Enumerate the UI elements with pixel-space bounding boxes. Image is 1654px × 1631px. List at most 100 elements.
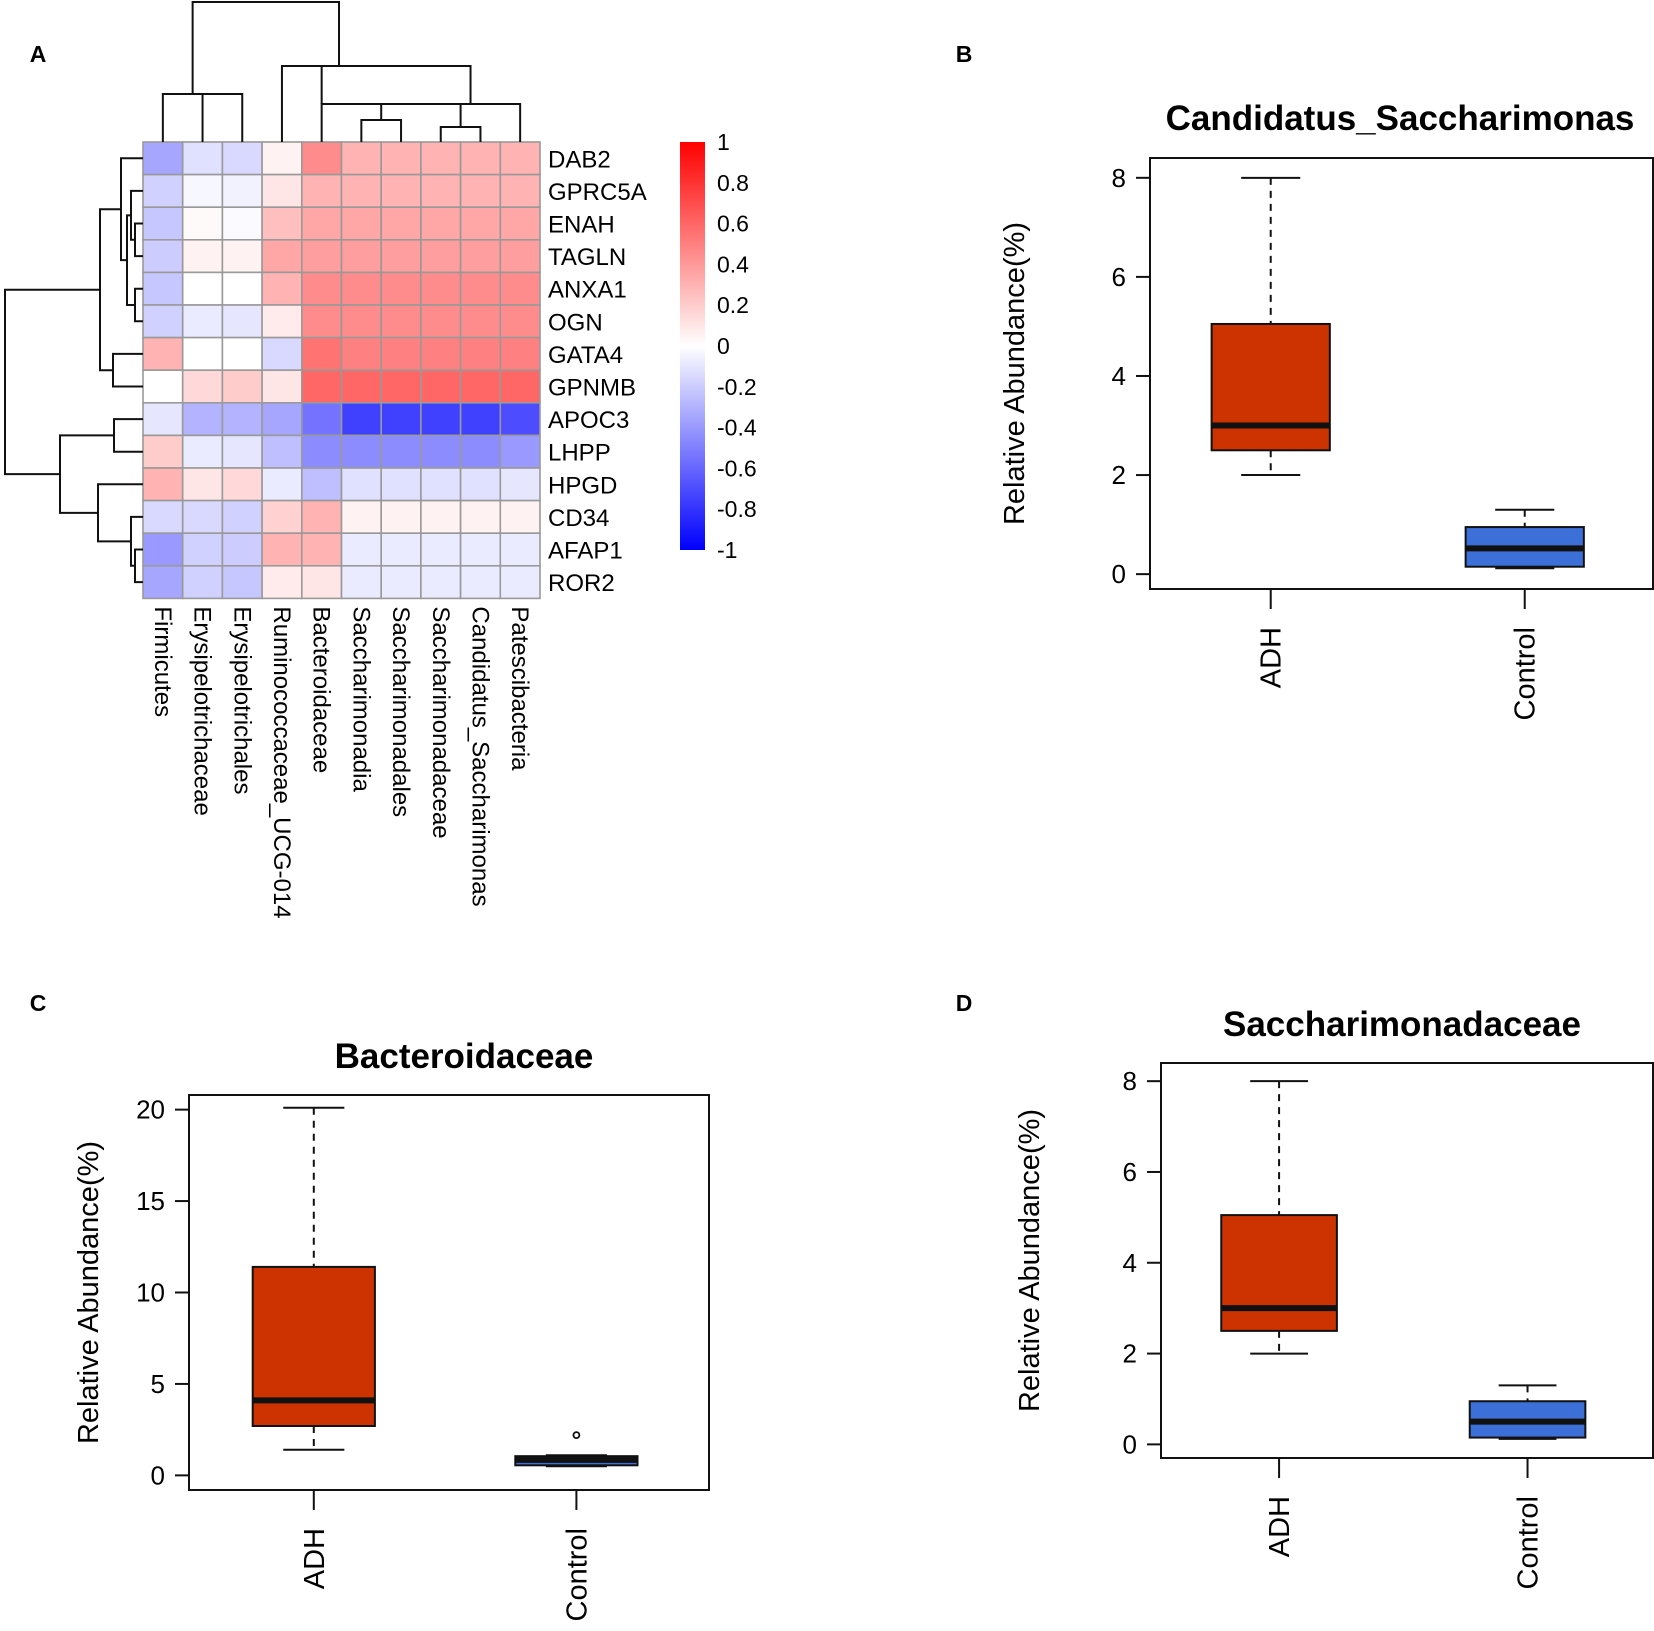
- column-label: Bacteroidaceae: [308, 606, 335, 773]
- heatmap-cell: [380, 369, 422, 404]
- heatmap-cell: [261, 304, 303, 339]
- heatmap-cell: [340, 239, 383, 274]
- heatmap-cell: [499, 499, 541, 535]
- colorbar-tick-label: 0.6: [717, 211, 749, 237]
- row-dendrogram-link: [113, 418, 143, 453]
- box-adh: [1210, 322, 1331, 452]
- heatmap-cell: [261, 173, 303, 209]
- heatmap-cell: [261, 467, 303, 502]
- heatmap-cell: [300, 434, 343, 469]
- column-dendrogram-link: [320, 65, 472, 104]
- column-label: Saccharimonadales: [387, 606, 414, 817]
- heatmap-cell: [142, 434, 184, 469]
- heatmap-cell: [499, 141, 541, 176]
- x-tick-label: ADH: [1256, 627, 1288, 688]
- heatmap-cell: [221, 532, 263, 567]
- heatmap-cell: [221, 434, 263, 469]
- colorbar-tick-label: -0.2: [717, 374, 757, 400]
- heatmap-cell: [261, 206, 303, 241]
- heatmap-cell: [459, 401, 502, 437]
- heatmap-cell: [499, 271, 541, 306]
- heatmap-cell: [300, 499, 343, 535]
- heatmap-cell: [380, 304, 422, 339]
- row-label: ENAH: [548, 212, 615, 239]
- x-tick-label: Control: [1510, 627, 1542, 721]
- heatmap-cell: [300, 401, 343, 437]
- heatmap-cell: [300, 141, 343, 176]
- y-axis-label: Relative Abundance(%): [73, 1141, 105, 1444]
- column-dendrogram-link: [439, 126, 482, 142]
- heatmap-cell: [420, 467, 462, 502]
- heatmap-cell: [459, 499, 502, 535]
- heatmap-panel-a: DAB2 GPRC5A ENAH TAGLN ANXA1 OGN GATA4 GPNMB APO…: [4, 1, 757, 919]
- heatmap-cell: [380, 532, 422, 567]
- panel-label-c: C: [30, 990, 47, 1016]
- row-dendrogram-link: [59, 434, 114, 514]
- outlier-point: [572, 1431, 581, 1440]
- heatmap-cell: [420, 434, 462, 469]
- row-label: GPRC5A: [548, 179, 647, 206]
- heatmap-cell: [380, 239, 422, 274]
- heatmap-cell: [181, 369, 224, 404]
- column-label: Candidatus_Saccharimonas: [466, 606, 493, 906]
- column-dendrogram-link: [380, 103, 462, 127]
- row-label: GPNMB: [548, 375, 636, 402]
- row-dendrogram-link: [112, 352, 143, 388]
- heatmap-cell: [300, 304, 343, 339]
- chart-title: Bacteroidaceae: [335, 1037, 594, 1076]
- heatmap-cell: [340, 564, 383, 600]
- heatmap-cell: [181, 271, 224, 306]
- heatmap-cell: [380, 173, 422, 209]
- heatmap-cell: [261, 239, 303, 274]
- heatmap-cell: [499, 401, 541, 437]
- column-dendrogram-link: [360, 119, 403, 142]
- heatmap-cell: [181, 467, 224, 502]
- heatmap-cell: [380, 467, 422, 502]
- boxplot-panel-b: Candidatus_Saccharimonas 0 2 4 6 8 Relative Ab…: [999, 99, 1654, 721]
- heatmap-cell: [142, 369, 184, 404]
- heatmap-cell: [459, 304, 502, 339]
- colorbar-tick-label: -0.8: [717, 496, 757, 522]
- row-dendrogram-link: [134, 222, 143, 258]
- column-label: Saccharimonadia: [347, 606, 374, 792]
- heatmap-cell: [261, 499, 303, 535]
- heatmap-cell: [142, 304, 184, 339]
- heatmap-cell: [380, 564, 422, 600]
- row-label: ROR2: [548, 570, 615, 597]
- colorbar-tick-label: 0.8: [717, 170, 749, 196]
- y-tick-label: 6: [1112, 262, 1126, 292]
- heatmap-cell: [181, 401, 224, 437]
- heatmap-cell: [459, 467, 502, 502]
- heatmap-cell: [380, 271, 422, 306]
- heatmap-cell: [261, 564, 303, 600]
- row-label: DAB2: [548, 146, 611, 173]
- row-dendrogram-link: [130, 189, 143, 241]
- y-tick-label: 8: [1112, 163, 1126, 193]
- heatmap-cell: [221, 499, 263, 535]
- heatmap-cell: [420, 304, 462, 339]
- heatmap-cell: [261, 434, 303, 469]
- heatmap-cell: [181, 141, 224, 176]
- row-label: APOC3: [548, 407, 629, 434]
- heatmap-cell: [221, 271, 263, 306]
- heatmap-cell: [300, 336, 343, 372]
- heatmap-cell: [340, 499, 383, 535]
- heatmap-cell: [261, 271, 303, 306]
- heatmap-cell: [499, 564, 541, 600]
- heatmap-cell: [142, 467, 184, 502]
- column-label: Firmicutes: [149, 606, 176, 717]
- colorbar-tick-label: -0.6: [717, 455, 757, 481]
- colorbar: [680, 142, 705, 550]
- heatmap-cell: [499, 532, 541, 567]
- column-label: Erysipelotrichaceae: [189, 606, 216, 815]
- heatmap-cell: [340, 401, 383, 437]
- plot-frame: [1160, 1062, 1654, 1459]
- heatmap-cell: [459, 336, 502, 372]
- heatmap-cell: [420, 141, 462, 176]
- panel-label-b: B: [956, 41, 973, 67]
- heatmap-cell: [459, 239, 502, 274]
- heatmap-cell: [340, 206, 383, 241]
- heatmap-cell: [181, 532, 224, 567]
- heatmap-cell: [300, 206, 343, 241]
- heatmap-cell: [340, 434, 383, 469]
